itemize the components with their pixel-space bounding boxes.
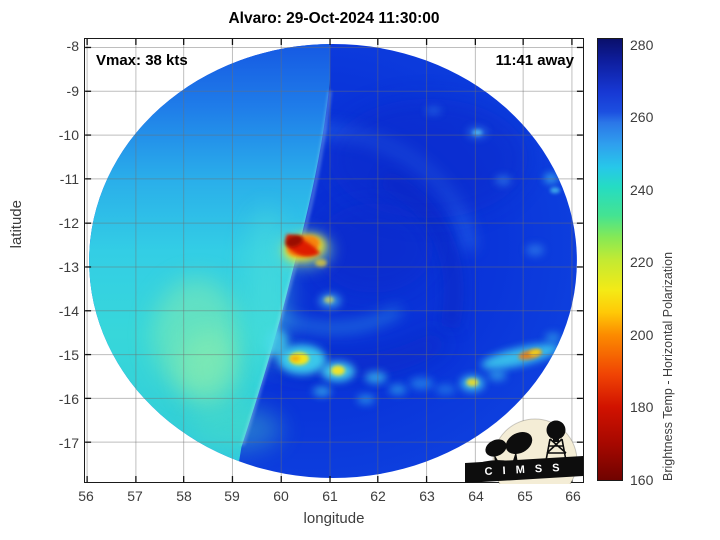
satellite-brightness-temp-image (89, 43, 577, 479)
y-tick--8: -8 (66, 38, 79, 54)
y-tick--12: -12 (58, 215, 79, 231)
y-tick--11: -11 (59, 171, 79, 187)
y-tick--14: -14 (58, 303, 79, 319)
x-tick-65: 65 (517, 488, 533, 504)
x-tick-66: 66 (565, 488, 581, 504)
figure-title: Alvaro: 29-Oct-2024 11:30:00 (228, 10, 440, 27)
y-tick--17: -17 (58, 435, 79, 451)
colorbar-tick-200: 200 (630, 327, 654, 343)
y-tick--15: -15 (58, 347, 79, 363)
colorbar (597, 38, 623, 481)
x-tick-57: 57 (127, 488, 143, 504)
y-tick--9: -9 (66, 83, 79, 99)
x-tick-62: 62 (370, 488, 386, 504)
colorbar-tick-220: 220 (630, 254, 654, 270)
eta-annotation: 11:41 away (495, 52, 574, 69)
colorbar-tick-180: 180 (630, 399, 654, 415)
colorbar-tick-280: 280 (630, 37, 654, 53)
plot-area: Vmax: 38 kts 11:41 away C I M S S (84, 38, 584, 484)
logo-text: C I M S S (484, 462, 563, 478)
y-tick--13: -13 (58, 259, 79, 275)
y-tick--16: -16 (58, 391, 79, 407)
y-tick--10: -10 (58, 127, 79, 143)
x-tick-59: 59 (224, 488, 240, 504)
x-tick-61: 61 (322, 488, 338, 504)
x-tick-58: 58 (176, 488, 192, 504)
x-tick-56: 56 (78, 488, 94, 504)
colorbar-tick-160: 160 (630, 472, 654, 488)
cimss-logo: C I M S S (465, 418, 583, 484)
logo-banner (465, 456, 583, 483)
x-tick-63: 63 (419, 488, 435, 504)
colorbar-tick-260: 260 (630, 109, 654, 125)
colorbar-label: Brightness Temp - Horizontal Polarizatio… (661, 251, 675, 481)
x-tick-64: 64 (468, 488, 484, 504)
water-tower-tank (546, 420, 566, 440)
vmax-annotation: Vmax: 38 kts (96, 52, 188, 69)
y-axis-label: latitude (8, 200, 25, 249)
colorbar-tick-240: 240 (630, 182, 654, 198)
x-tick-60: 60 (273, 488, 289, 504)
x-axis-label: longitude (303, 510, 365, 527)
